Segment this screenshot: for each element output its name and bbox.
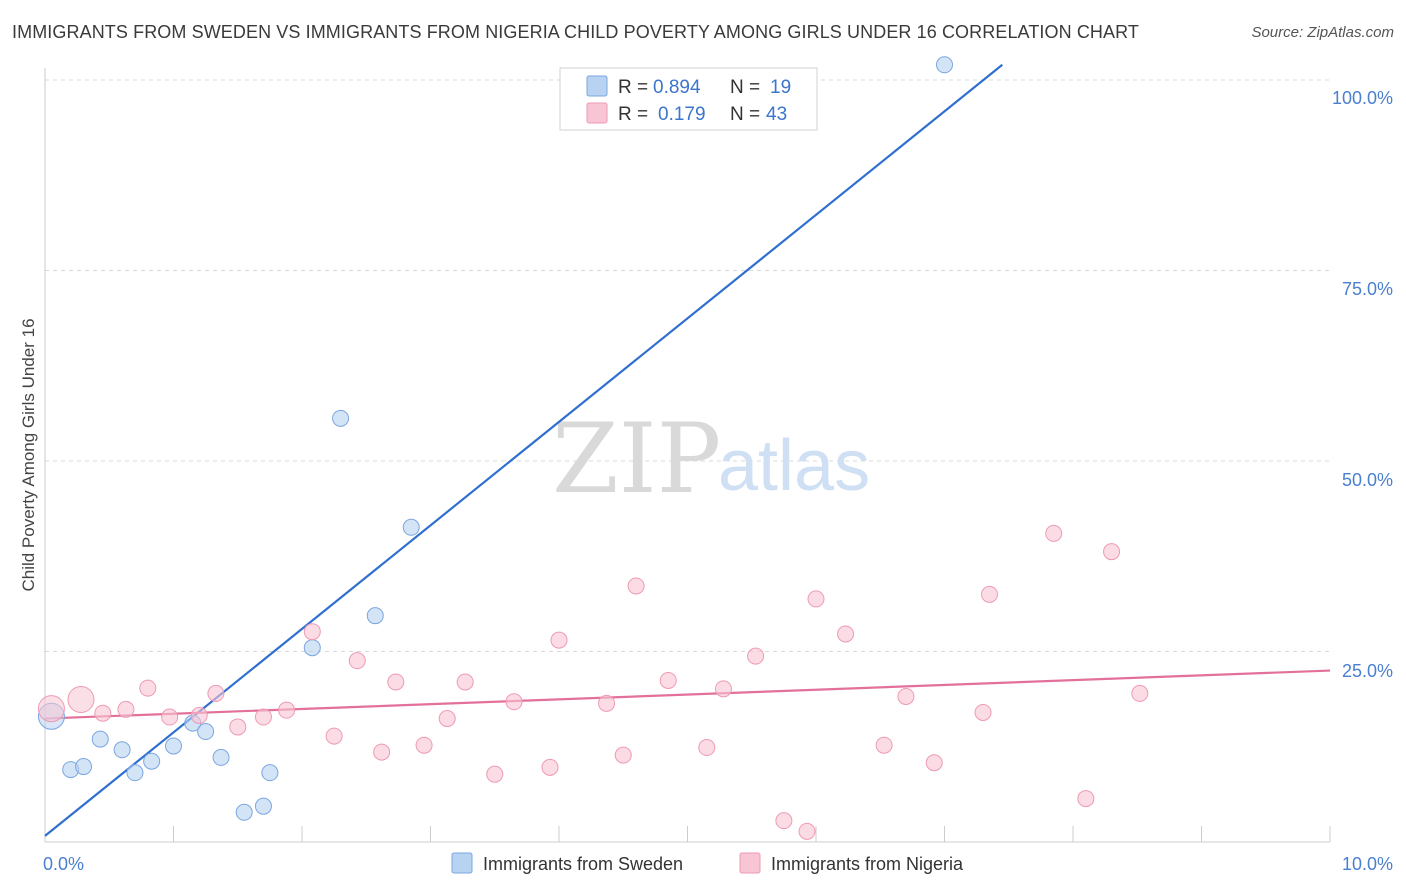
correlation-legend: R = 0.894 N = 19 R = 0.179 N = 43 — [559, 67, 818, 131]
y-tick-label-50: 50.0% — [1342, 470, 1393, 490]
watermark-atlas: atlas — [718, 426, 870, 506]
nigeria-point — [486, 765, 504, 783]
nigeria-point — [415, 736, 433, 754]
sweden-point — [402, 518, 420, 536]
series-legend-label-nigeria: Immigrants from Nigeria — [771, 854, 964, 874]
nigeria-point — [254, 708, 272, 726]
x-tick-label-max: 10.0% — [1342, 854, 1393, 874]
nigeria-point — [438, 710, 456, 728]
nigeria-point — [541, 758, 559, 776]
nigeria-point — [207, 684, 225, 702]
nigeria-point — [387, 673, 405, 691]
sweden-point — [366, 607, 384, 625]
watermark-zip: ZIP — [552, 403, 721, 515]
legend-n-value-nigeria: 43 — [766, 104, 787, 125]
nigeria-point — [303, 623, 321, 641]
legend-swatch-sweden — [586, 75, 608, 97]
nigeria-point — [37, 695, 65, 723]
nigeria-point — [614, 746, 632, 764]
sweden-point — [254, 797, 272, 815]
sweden-point — [303, 639, 321, 657]
y-tick-label-100: 100.0% — [1332, 88, 1393, 108]
sweden-point — [113, 741, 131, 759]
x-ticks — [173, 826, 1331, 842]
legend-r-value-nigeria: 0.179 — [658, 104, 706, 125]
nigeria-point — [897, 687, 915, 705]
series-legend-swatch-nigeria — [739, 852, 761, 874]
nigeria-point — [1077, 790, 1095, 808]
nigeria-point — [229, 718, 247, 736]
nigeria-point — [980, 585, 998, 603]
legend-n-label-sweden: N = — [730, 77, 760, 98]
gridlines — [45, 79, 1330, 652]
y-tick-label-75: 75.0% — [1342, 279, 1393, 299]
sweden-point — [165, 737, 182, 755]
legend-n-value-sweden: 19 — [770, 77, 791, 98]
nigeria-point — [505, 693, 523, 711]
nigeria-point — [550, 631, 568, 649]
nigeria-point — [659, 671, 677, 689]
nigeria-point — [373, 743, 391, 761]
nigeria-point — [139, 679, 157, 697]
sweden-point — [197, 723, 215, 741]
nigeria-point — [798, 822, 816, 840]
nigeria-point — [837, 625, 855, 643]
sweden-point — [235, 803, 253, 821]
series-legend-label-sweden: Immigrants from Sweden — [483, 854, 683, 874]
sweden-point — [143, 752, 161, 770]
nigeria-point — [456, 673, 474, 691]
nigeria-point — [1131, 684, 1149, 702]
chart-title: IMMIGRANTS FROM SWEDEN VS IMMIGRANTS FRO… — [12, 22, 1139, 42]
nigeria-point — [875, 736, 893, 754]
nigeria-point — [325, 727, 343, 745]
source-credit: Source: ZipAtlas.com — [1251, 24, 1394, 41]
legend-r-label-sweden: R = — [618, 77, 648, 98]
nigeria-point — [67, 686, 95, 714]
data-points — [37, 56, 1149, 840]
nigeria-point — [627, 577, 645, 595]
sweden-trend-line — [44, 63, 1004, 837]
nigeria-point — [161, 708, 179, 726]
nigeria-point — [190, 707, 208, 725]
nigeria-point — [698, 739, 716, 757]
y-axis-title: Child Poverty Among Girls Under 16 — [19, 318, 38, 591]
nigeria-point — [775, 812, 793, 830]
series-legend-swatch-sweden — [451, 852, 473, 874]
sweden-point — [212, 748, 230, 766]
nigeria-point — [94, 704, 112, 722]
nigeria-point — [1103, 543, 1121, 561]
sweden-point — [91, 730, 109, 748]
nigeria-point — [974, 703, 992, 721]
sweden-point — [261, 764, 279, 782]
nigeria-point — [348, 652, 366, 670]
x-tick-label-min: 0.0% — [43, 854, 84, 874]
nigeria-point — [598, 694, 616, 712]
nigeria-point — [1045, 524, 1063, 542]
legend-r-label-nigeria: R = — [618, 104, 648, 125]
legend-swatch-nigeria — [586, 102, 608, 124]
nigeria-point — [714, 680, 732, 698]
nigeria-point — [117, 700, 135, 718]
sweden-point — [332, 409, 350, 427]
nigeria-point — [278, 701, 296, 719]
legend-r-value-sweden: 0.894 — [653, 77, 701, 98]
legend-n-label-nigeria: N = — [730, 104, 760, 125]
sweden-point — [75, 758, 93, 776]
y-tick-label-25: 25.0% — [1342, 661, 1393, 681]
nigeria-point — [925, 754, 943, 772]
sweden-point — [936, 56, 953, 74]
sweden-point — [126, 764, 144, 782]
nigeria-point — [807, 590, 825, 608]
series-legend: Immigrants from Sweden Immigrants from N… — [451, 852, 964, 874]
watermark: ZIP atlas — [552, 403, 870, 515]
nigeria-point — [747, 647, 765, 665]
